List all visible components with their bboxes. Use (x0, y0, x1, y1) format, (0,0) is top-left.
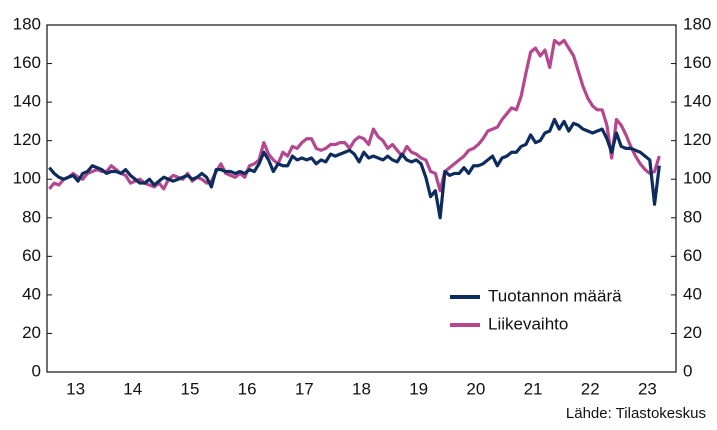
legend-label: Liikevaihto (488, 314, 568, 333)
y2-tick-label: 140 (683, 92, 711, 111)
legend-label: Tuotannon määrä (488, 286, 622, 305)
x-tick-label: 21 (524, 379, 543, 398)
y-tick-label: 60 (22, 246, 41, 265)
x-tick-label: 22 (581, 379, 600, 398)
y2-tick-label: 20 (683, 323, 702, 342)
y-tick-label: 40 (22, 284, 41, 303)
y2-tick-label: 180 (683, 14, 711, 33)
legend-box (444, 281, 666, 343)
y-tick-label: 0 (32, 361, 41, 380)
x-tick-label: 17 (295, 379, 314, 398)
plot-frame (46, 24, 677, 373)
y-tick-label: 20 (22, 323, 41, 342)
x-tick-label: 18 (352, 379, 371, 398)
y-tick-label: 140 (13, 92, 41, 111)
y2-tick-label: 80 (683, 207, 702, 226)
y-tick-label: 100 (13, 169, 41, 188)
y2-tick-label: 160 (683, 53, 711, 72)
y-tick-label: 160 (13, 53, 41, 72)
x-tick-label: 23 (638, 379, 657, 398)
x-tick-label: 13 (66, 379, 85, 398)
y-tick-label: 180 (13, 14, 41, 33)
series-line (48, 117, 661, 220)
y-tick-label: 80 (22, 207, 41, 226)
y2-tick-label: 100 (683, 169, 711, 188)
y2-tick-label: 60 (683, 246, 702, 265)
y2-tick-label: 0 (683, 361, 692, 380)
source-note: Lähde: Tilastokeskus (566, 405, 706, 422)
x-tick-label: 20 (466, 379, 485, 398)
x-tick-label: 15 (180, 379, 199, 398)
y2-tick-label: 120 (683, 130, 711, 149)
y2-tick-label: 40 (683, 284, 702, 303)
y-tick-label: 120 (13, 130, 41, 149)
x-tick-label: 16 (238, 379, 257, 398)
series-line (48, 38, 661, 193)
x-tick-label: 19 (409, 379, 428, 398)
x-tick-label: 14 (123, 379, 142, 398)
